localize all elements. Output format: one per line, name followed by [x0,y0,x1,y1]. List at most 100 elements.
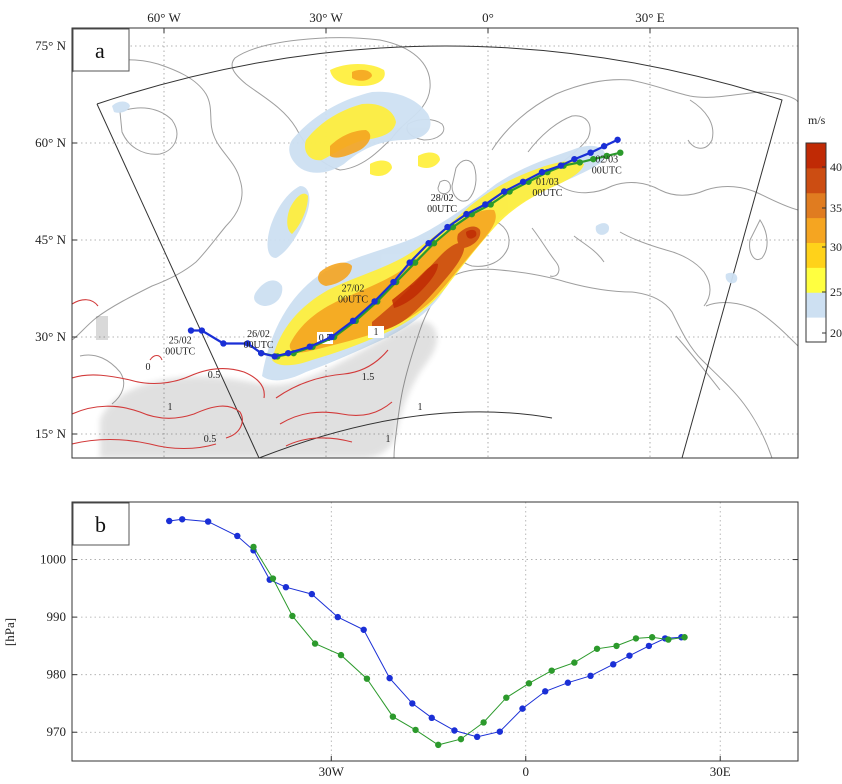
panel-b-label-box [72,502,130,546]
series-point-0 [308,590,316,598]
blue-track-point [482,201,489,208]
colorbar-segment [806,143,826,169]
contour-label: 0.5 [208,370,221,381]
y-tick-label: 970 [47,724,67,739]
colorbar-tick-label: 20 [830,326,842,340]
plot-frame [71,501,799,762]
panel-b: 970 980 990 1000 30W 0 30E b [hPa] [2,501,799,779]
series-point-1 [337,651,345,659]
blue-track-point [285,349,292,357]
track-annotation: 28/02 [431,193,454,204]
contour-label: 1 [168,402,173,413]
track-annotation: 00UTC [427,204,457,215]
panel-a: 60° W 30° W 0° 30° E 75° N 60° N 45° N 30° N 15… [35,10,842,459]
series-point-0 [610,661,617,668]
contour-label-bg [368,326,384,338]
series-point-0 [334,613,341,621]
colorbar: m/s 40 35 30 25 20 [805,113,842,343]
blue-track-point [390,278,397,286]
colorbar-frame [805,142,827,343]
y-tick-label: 980 [47,667,67,682]
lon-tick-label: 30° W [309,10,343,25]
track-annotation: 27/02 [342,284,365,295]
x-axis-ticks: 30W 0 30E [319,756,731,779]
lon-tick-label: 60° W [147,10,181,25]
track-annotation: 02/03 [595,154,618,165]
blue-track-point [519,178,527,185]
series-point-0 [564,679,572,686]
colorbar-tick-label: 35 [830,201,842,215]
lat-tick-label: 30° N [35,329,66,344]
colorbar-unit: m/s [808,113,826,127]
series-point-1 [363,675,371,682]
series-point-0 [386,674,393,682]
track-annotation: 00UTC [165,346,195,357]
green-track-point [617,149,624,156]
blue-track-point [444,223,451,231]
series-point-0 [282,583,290,591]
map-lat-ticks: 75° N 60° N 45° N 30° N 15° N [35,38,77,441]
series-point-0 [519,705,526,712]
contour-label: 0.5 [204,434,217,445]
series-point-0 [234,532,241,540]
blue-track-point [600,143,608,150]
series-point-1 [593,645,601,652]
series-point-1 [665,636,672,643]
series-point-1 [503,694,510,701]
blue-track-point [406,259,413,266]
series-point-1 [250,543,257,551]
series-point-0 [360,626,367,633]
lon-tick-label: 30° E [635,10,664,25]
wind-darkred [392,229,477,308]
series-point-1 [480,719,487,726]
blue-track-point [463,210,470,218]
track-annotation: 00UTC [244,340,274,351]
contour-label: 1 [374,327,379,338]
colorbar-segment [806,167,826,194]
x-tick-label: 30E [710,764,731,779]
track-annotation: 25/02 [169,335,192,346]
series-point-0 [496,728,504,735]
series-point-1 [525,680,533,687]
contour-label: 0.5 [319,333,332,344]
series-point-1 [548,667,555,674]
series-point-1 [632,635,640,642]
series-point-0 [428,714,435,722]
track-annotation: 00UTC [338,295,368,306]
panel-a-label-box [72,28,130,72]
blue-track-point [371,298,378,305]
wind-speed-shading [112,64,738,381]
colorbar-segment [806,317,826,343]
series-point-0 [587,672,594,680]
series-point-1 [571,659,578,666]
blue-track-point [258,349,265,357]
track-annotations: 25/0200UTC26/0200UTC27/0200UTC28/0200UTC… [165,154,622,357]
colorbar-tick-label: 25 [830,285,842,299]
blue-track-point [328,333,335,341]
series-point-1 [613,642,620,650]
series-point-0 [178,516,186,523]
green-track-point [603,152,610,160]
y-tick-label: 1000 [40,552,66,567]
series-point-0 [409,700,416,707]
blue-track-point [271,353,278,360]
colorbar-segment [806,217,826,243]
stippled-region [96,316,437,458]
green-track-point [430,240,438,247]
blue-track-point [187,327,195,334]
panel-b-label: b [95,512,106,537]
blue-track-point [198,327,205,334]
series-point-1 [311,640,319,647]
series-point-1 [435,741,442,749]
series-point-0 [204,518,212,525]
series-point-0 [626,652,633,659]
colorbar-segment [806,292,826,318]
contour-lines [72,299,393,449]
series-point-1 [412,726,419,734]
series-point-1 [457,735,465,743]
colorbar-segment [806,267,826,293]
series-point-0 [166,517,173,525]
lat-tick-label: 75° N [35,38,66,53]
series-point-1 [269,575,277,582]
